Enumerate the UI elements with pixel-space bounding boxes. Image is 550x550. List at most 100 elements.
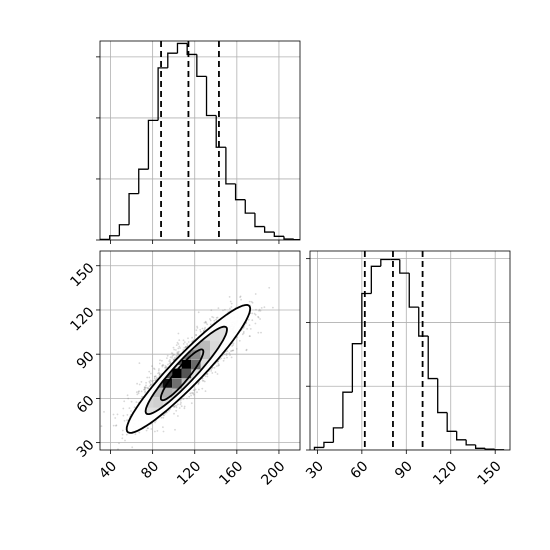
scatter-point [148, 385, 151, 388]
scatter-point [172, 354, 175, 357]
scatter-point [115, 424, 117, 427]
density-cell [181, 368, 192, 379]
scatter-point [272, 306, 274, 309]
density-cell [172, 378, 182, 389]
scatter-point [204, 375, 207, 378]
scatter-point [150, 372, 152, 375]
scatter-point [231, 349, 234, 352]
histogram-bin [167, 52, 178, 68]
scatter-point [134, 433, 137, 436]
scatter-point [178, 345, 181, 348]
scatter-point [175, 349, 177, 351]
scatter-point [191, 336, 194, 339]
scatter-point [140, 381, 143, 383]
scatter-point [153, 368, 156, 370]
bottom-right-gridlines [310, 251, 510, 450]
scatter-point [197, 311, 200, 314]
scatter-point [144, 386, 147, 389]
scatter-point [174, 428, 176, 431]
scatter-point [192, 393, 195, 396]
histogram-bin [332, 427, 343, 443]
scatter-point [114, 417, 117, 419]
scatter-point [153, 377, 156, 380]
scatter-point [232, 342, 235, 345]
x-tick-label: 160 [216, 458, 246, 488]
scatter-point [183, 341, 186, 343]
scatter-point [168, 360, 171, 362]
scatter-point [173, 405, 176, 408]
scatter-point [154, 375, 156, 378]
histogram-bin [456, 431, 467, 441]
scatter-point [191, 392, 194, 394]
scatter-point [143, 388, 145, 391]
scatter-point [178, 407, 181, 409]
scatter-point [187, 341, 190, 343]
scatter-point [162, 414, 165, 416]
scatter-point [169, 361, 172, 363]
scatter-point [243, 325, 246, 328]
histogram-bin [283, 236, 294, 240]
scatter-point [162, 416, 165, 419]
scatter-point [179, 403, 182, 406]
histogram-bin [234, 183, 246, 201]
scatter-point [250, 300, 253, 303]
histogram-bin [118, 224, 130, 236]
scatter-point [241, 333, 244, 336]
histogram-bin [109, 235, 120, 240]
scatter-point [260, 307, 263, 309]
histogram-bin [408, 273, 419, 308]
scatter-point [222, 359, 225, 362]
scatter-point [168, 362, 171, 365]
scatter-point [239, 296, 242, 298]
bottom-right-tick-marks [306, 258, 496, 454]
scatter-point [175, 406, 178, 409]
scatter-point [203, 328, 206, 331]
scatter-point [190, 394, 193, 397]
scatter-point [147, 387, 149, 389]
scatter-point [158, 362, 161, 365]
scatter-point [195, 329, 198, 332]
scatter-point [216, 316, 219, 319]
scatter-point [130, 400, 133, 403]
scatter-point [164, 365, 167, 367]
scatter-point [209, 319, 212, 322]
bottom-left-density-panel: 40 80 120 160 200 30 60 90 120 150 [67, 250, 301, 489]
scatter-point [204, 390, 207, 392]
scatter-point [138, 390, 141, 392]
scatter-point [154, 375, 157, 377]
scatter-point [121, 437, 124, 440]
scatter-point [137, 390, 140, 393]
scatter-point [177, 352, 180, 355]
scatter-point [149, 379, 152, 382]
scatter-point [161, 359, 163, 362]
scatter-point [229, 307, 231, 310]
scatter-point [148, 370, 151, 373]
scatter-point [228, 296, 231, 298]
scatter-point [145, 384, 147, 387]
scatter-point [153, 375, 156, 378]
scatter-point [254, 313, 257, 316]
scatter-point [235, 348, 238, 350]
scatter-point [197, 382, 200, 385]
scatter-point [210, 370, 213, 372]
scatter-point [158, 368, 160, 370]
scatter-point [162, 426, 164, 429]
scatter-point [164, 412, 167, 415]
scatter-point [202, 329, 205, 332]
scatter-point [143, 386, 146, 389]
scatter-point [154, 379, 157, 382]
scatter-point [167, 363, 169, 366]
scatter-point [168, 409, 170, 412]
scatter-point [150, 383, 153, 386]
scatter-point [228, 352, 231, 354]
histogram-bin [361, 292, 372, 344]
scatter-point [178, 339, 181, 341]
scatter-point [159, 373, 161, 376]
scatter-point [215, 316, 218, 319]
scatter-point [226, 350, 229, 353]
scatter-point [239, 295, 242, 298]
scatter-point [232, 349, 235, 352]
scatter-point [173, 353, 176, 356]
scatter-point [215, 318, 218, 321]
bottom-right-x-tick-labels: 30 60 90 120 150 [303, 458, 505, 488]
